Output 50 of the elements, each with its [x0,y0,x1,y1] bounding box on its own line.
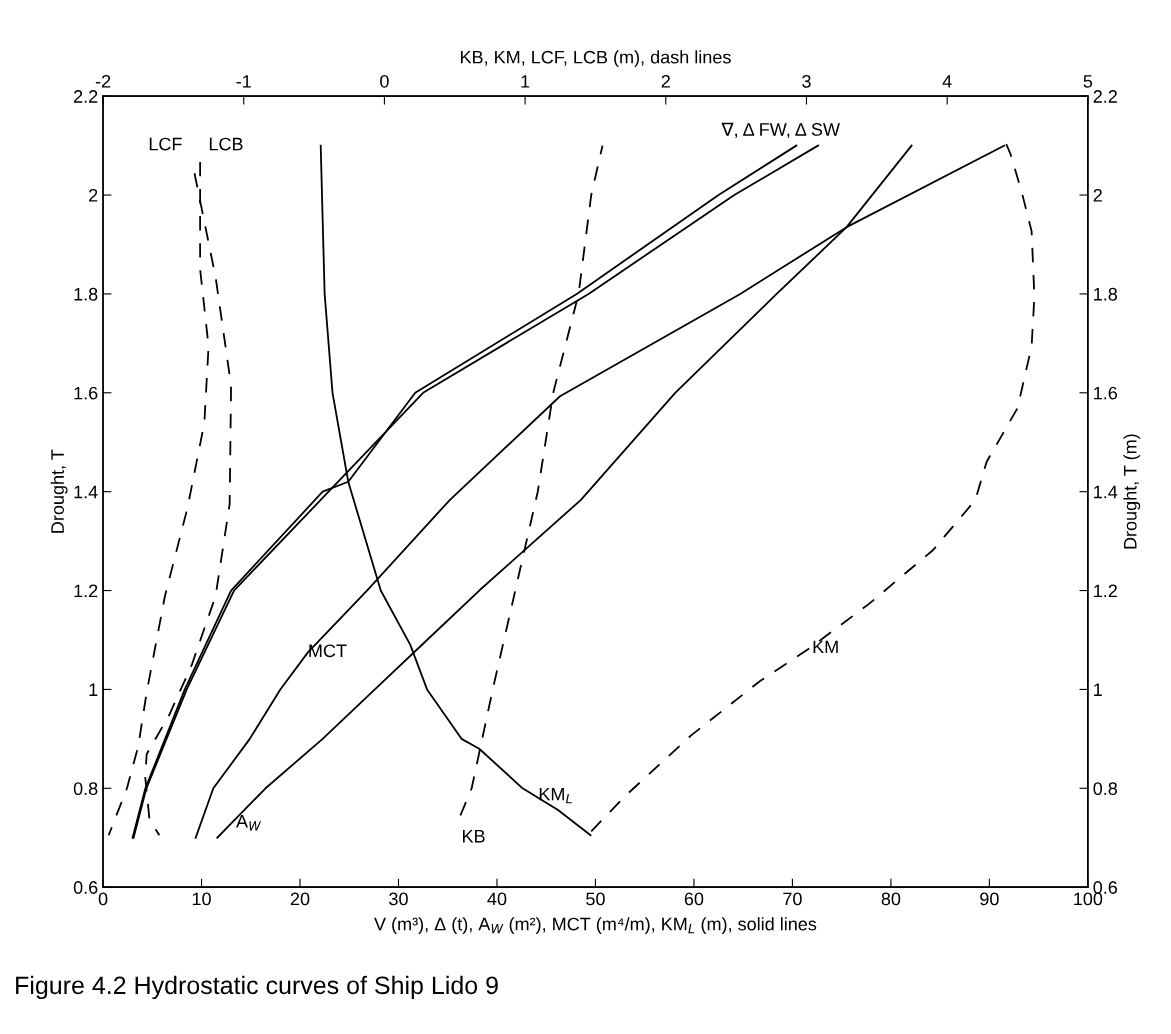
x-tick-label: 40 [487,892,507,906]
x-tick-label: 100 [1074,892,1103,906]
x2-tick-label: 1 [521,75,530,88]
x2-tick-label: 0 [380,74,389,88]
annotation: ∇, Δ FW, Δ SW [721,122,840,138]
y-tick-label: 0.6 [73,881,98,894]
x-tick-label: 60 [684,892,704,906]
y-tick-label: 1 [89,683,98,696]
annotation: LCB [209,137,243,151]
y2-axis-title: Drought, T (m) [1123,434,1141,549]
x2-tick-label: 2 [661,74,670,88]
x2-tick-label: -1 [236,75,251,88]
x-tick-label: 80 [881,892,901,906]
y-tick-label: 1.6 [74,386,98,400]
x-tick-label: 50 [586,892,605,906]
x2-axis-title: KB, KM, LCF, LCB (m), dash lines [460,50,731,68]
y-tick-label: 1.4 [74,485,98,499]
y-tick-label: 1.8 [74,287,98,301]
y-tick-label: 1.2 [74,584,98,598]
y-tick-label: 2 [89,188,98,202]
annotation: MCT [309,644,347,658]
y2-tick-label: 2 [1093,188,1102,202]
annotation: KM$_{L}$ [539,787,572,804]
x-tick-label: 30 [389,892,408,906]
x2-tick-label: 3 [802,74,811,88]
annotation: KB [463,829,485,843]
y2-tick-label: 1 [1094,683,1102,696]
y2-tick-label: 2.2 [1093,90,1117,103]
text: Figure 4.2 Hydrostatic curves of Ship Lido 9 [16,975,498,1000]
y2-tick-label: 1.8 [1094,287,1118,301]
x-tick-label: 70 [783,892,802,906]
y2-tick-label: 1.4 [1094,485,1118,499]
x-tick-label: 0 [98,892,108,906]
x-tick-label: 10 [192,892,211,906]
y2-tick-label: 0.8 [1093,782,1118,796]
x2-tick-label: 4 [942,75,952,88]
y2-tick-label: 1.2 [1094,584,1117,598]
x-tick-label: 90 [980,892,999,906]
x2-tick-label: 5 [1083,75,1093,88]
x-axis-title: V (m³), Δ (t), A$_{W}$ (m²), MCT (m⁴/m), KM$_{L}$ (m), solid lines [374,917,817,935]
y2-tick-label: 0.6 [1093,881,1118,894]
x-tick-label: 20 [290,892,310,906]
annotation: A$_{W}$ [236,815,262,831]
y-axis-title: Drought, T [50,449,68,533]
y-tick-label: 0.8 [73,782,98,796]
annotation: LCF [149,137,182,151]
annotation: KM [813,640,838,654]
y2-tick-label: 1.6 [1094,386,1118,400]
x2-tick-label: -2 [95,74,111,88]
y-tick-label: 2.2 [74,90,98,103]
